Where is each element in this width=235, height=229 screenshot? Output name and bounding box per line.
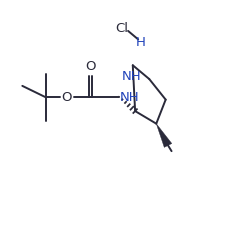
Text: NH: NH	[119, 91, 139, 104]
Text: H: H	[136, 36, 146, 49]
Text: O: O	[85, 60, 96, 73]
Polygon shape	[156, 124, 172, 147]
Text: NH: NH	[122, 70, 141, 83]
Text: O: O	[62, 91, 72, 104]
Text: Cl: Cl	[116, 22, 129, 35]
